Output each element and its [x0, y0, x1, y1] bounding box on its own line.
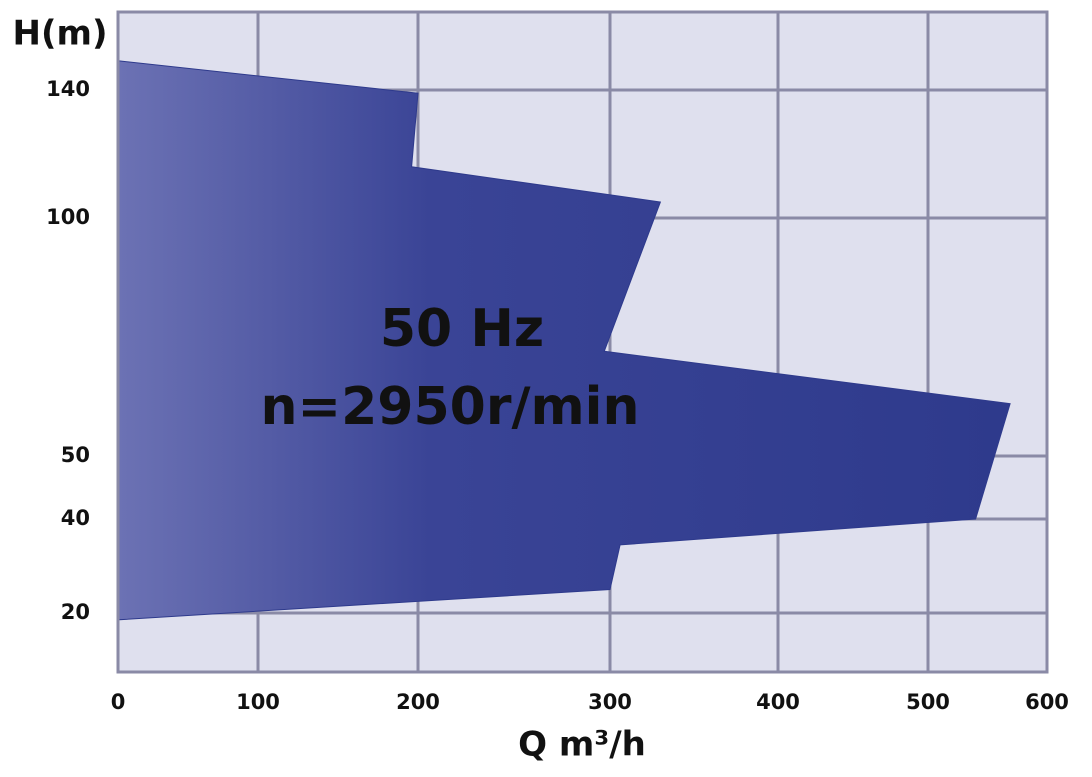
- x-tick-label: 600: [1025, 690, 1069, 714]
- y-axis-title: H(m): [13, 14, 108, 54]
- operating-range-area: [117, 60, 1011, 621]
- annotation: 50 Hz: [380, 299, 544, 359]
- plot-frame: [116, 10, 1049, 674]
- y-tick-label: 40: [61, 506, 90, 530]
- x-tick-label: 100: [236, 690, 280, 714]
- y-tick-label: 50: [61, 443, 90, 467]
- x-tick-label: 200: [396, 690, 440, 714]
- x-axis-title: Q m³/h: [518, 725, 646, 765]
- y-tick-label: 20: [61, 600, 90, 624]
- x-tick-label: 300: [588, 690, 632, 714]
- x-tick-label: 0: [111, 690, 126, 714]
- x-tick-label: 500: [906, 690, 950, 714]
- annotation: n=2950r/min: [261, 377, 640, 437]
- y-tick-label: 100: [46, 205, 90, 229]
- x-tick-label: 400: [756, 690, 800, 714]
- y-tick-label: 140: [46, 77, 90, 101]
